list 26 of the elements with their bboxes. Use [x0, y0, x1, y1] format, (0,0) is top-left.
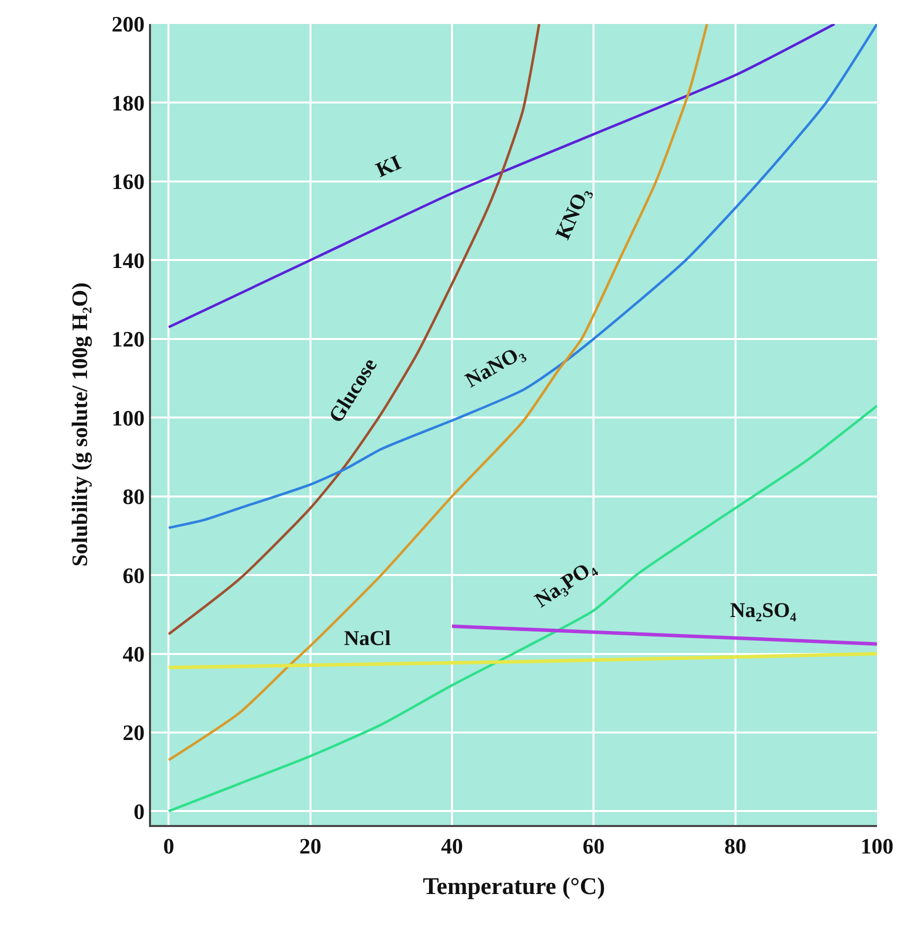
y-tick-label: 80 [122, 484, 145, 510]
line-series [450, 624, 877, 646]
y-tick-label: 60 [122, 562, 145, 588]
x-axis-title: Temperature (°C) [422, 874, 606, 900]
x-tick-label: 0 [163, 833, 174, 858]
y-tick-label: 120 [112, 326, 145, 352]
line-series [167, 24, 836, 328]
y-tick-label: 40 [122, 641, 145, 666]
x-tick-label: 60 [582, 833, 605, 858]
y-tick-label: 20 [122, 720, 145, 746]
x-tick-label: 20 [299, 833, 322, 858]
y-axis-title: Solubility (g solute/ 100g H₂O) [66, 282, 92, 567]
y-tick-label: 0 [134, 798, 145, 824]
y-tick-label: 140 [112, 248, 145, 273]
y-tick-label: 100 [112, 405, 145, 430]
y-tick-label: 160 [112, 169, 145, 194]
x-tick-label: 80 [724, 833, 746, 858]
line-series [167, 24, 877, 530]
y-tick-label: 180 [112, 90, 145, 116]
x-tick-label: 100 [860, 833, 894, 858]
x-tick-label: 40 [441, 833, 464, 858]
series-label: Na₂SO₄ [730, 598, 797, 622]
line-series [167, 24, 708, 762]
text: KI [372, 150, 404, 182]
series-label: NaCl [344, 626, 391, 650]
y-tick-label: 200 [112, 12, 145, 37]
